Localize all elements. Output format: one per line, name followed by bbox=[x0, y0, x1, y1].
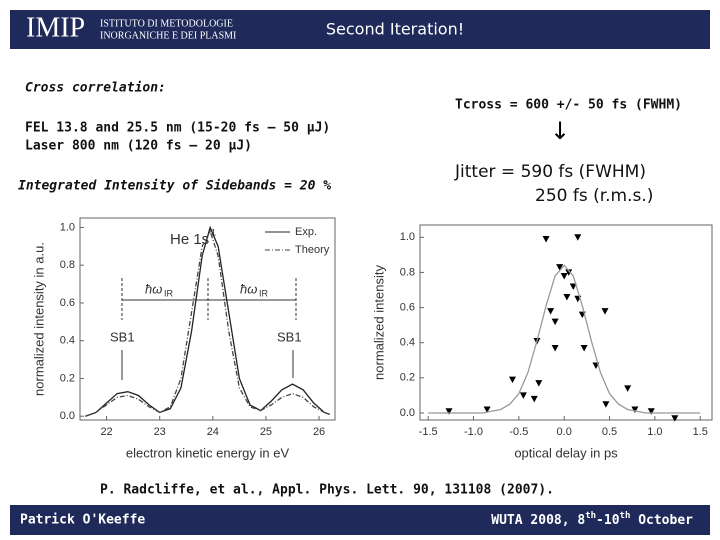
footer-right: WUTA 2008, 8th-10th October bbox=[491, 511, 693, 528]
x-tick-label: -0.5 bbox=[509, 426, 528, 438]
x-tick-label: 1.0 bbox=[647, 426, 662, 438]
data-point bbox=[551, 318, 559, 326]
y-tick-label: 0.6 bbox=[60, 297, 75, 309]
data-line bbox=[428, 264, 701, 414]
y-tick-label: 1.0 bbox=[60, 221, 75, 233]
x-tick-label: 26 bbox=[313, 426, 325, 438]
footer-text: October bbox=[630, 513, 693, 528]
data-point bbox=[601, 308, 609, 315]
logo: IMIP bbox=[26, 12, 85, 43]
x-tick-label: 22 bbox=[100, 426, 112, 438]
x-axis-label: electron kinetic energy in eV bbox=[126, 445, 290, 460]
annotation: ħω bbox=[145, 281, 162, 296]
y-tick-label: 0.2 bbox=[60, 372, 75, 384]
x-tick-label: 25 bbox=[260, 426, 272, 438]
y-axis-label: normalized intensity bbox=[371, 265, 386, 380]
y-axis-label: normalized intensity in a.u. bbox=[31, 242, 46, 396]
data-point bbox=[602, 401, 610, 408]
annotation: ħω bbox=[240, 281, 257, 296]
x-tick-label: 1.5 bbox=[693, 426, 708, 438]
data-line bbox=[85, 225, 330, 417]
slide-title: Second Iteration! bbox=[326, 20, 464, 39]
data-point bbox=[580, 344, 588, 352]
data-point bbox=[631, 406, 639, 413]
legend-label: Theory bbox=[295, 244, 330, 256]
legend-label: Exp. bbox=[295, 226, 317, 238]
data-point bbox=[542, 236, 550, 243]
data-point bbox=[530, 395, 538, 403]
y-tick-label: 0.8 bbox=[60, 259, 75, 271]
x-tick-label: 23 bbox=[154, 426, 166, 438]
text-line: Laser 800 nm (120 fs – 20 µJ) bbox=[25, 139, 252, 154]
text-line: Tcross = 600 +/- 50 fs (FWHM) bbox=[455, 98, 682, 113]
text-line: Jitter = 590 fs (FWHM) bbox=[454, 162, 646, 182]
footer-sup: th bbox=[620, 511, 631, 521]
data-point bbox=[574, 234, 582, 241]
footer-sup: th bbox=[585, 511, 596, 521]
x-tick-label: 0.5 bbox=[602, 426, 617, 438]
data-point bbox=[535, 380, 543, 387]
annotation: IR bbox=[164, 288, 174, 298]
y-tick-label: 0.4 bbox=[400, 337, 415, 349]
footer-text: WUTA 2008, 8 bbox=[491, 513, 585, 528]
plot-frame bbox=[79, 217, 336, 421]
annotation: IR bbox=[259, 288, 269, 298]
annotation: SB1 bbox=[277, 329, 302, 344]
plot-frame bbox=[419, 224, 713, 421]
institute: INORGANICHE E DEI PLASMI bbox=[100, 30, 236, 41]
text-line: FEL 13.8 and 25.5 nm (15-20 fs – 50 µJ) bbox=[25, 121, 330, 136]
data-point bbox=[508, 376, 516, 384]
annotation: He 1s bbox=[170, 231, 209, 248]
footer-left: Patrick O'Keeffe bbox=[20, 513, 145, 528]
data-point bbox=[519, 392, 527, 399]
data-point bbox=[565, 269, 573, 276]
y-tick-label: 0.0 bbox=[400, 407, 415, 419]
x-tick-label: 24 bbox=[207, 426, 219, 438]
x-tick-label: -1.0 bbox=[464, 426, 483, 438]
x-tick-label: -1.5 bbox=[419, 426, 438, 438]
y-tick-label: 0.2 bbox=[400, 372, 415, 384]
institute: ISTITUTO DI METODOLOGIE bbox=[100, 18, 233, 29]
annotation-arrows bbox=[121, 278, 297, 380]
data-line bbox=[85, 229, 330, 417]
x-tick-label: 0.0 bbox=[557, 426, 572, 438]
data-point bbox=[556, 264, 564, 271]
y-tick-label: 0.4 bbox=[60, 335, 75, 347]
data-point bbox=[569, 283, 577, 290]
footer-text: -10 bbox=[596, 513, 620, 528]
data-point bbox=[647, 408, 655, 415]
data-point bbox=[551, 344, 559, 352]
y-tick-label: 0.8 bbox=[400, 266, 415, 278]
footer-bar bbox=[10, 505, 710, 535]
text-line: Integrated Intensity of Sidebands = 20 % bbox=[18, 179, 331, 194]
data-point bbox=[563, 294, 571, 301]
data-point bbox=[560, 272, 568, 280]
data-point bbox=[671, 415, 679, 422]
data-point bbox=[547, 308, 555, 315]
header-bar bbox=[10, 10, 710, 49]
annotation: SB1 bbox=[110, 329, 135, 344]
data-point bbox=[445, 408, 453, 415]
y-tick-label: 0.6 bbox=[400, 301, 415, 313]
heading: Cross correlation: bbox=[25, 81, 166, 96]
arrow: ↓ bbox=[550, 117, 570, 145]
reference: P. Radcliffe, et al., Appl. Phys. Lett. … bbox=[100, 483, 554, 498]
x-axis-label: optical delay in ps bbox=[514, 445, 618, 460]
text-line: 250 fs (r.m.s.) bbox=[535, 186, 653, 206]
y-tick-label: 0.0 bbox=[60, 410, 75, 422]
data-point bbox=[483, 406, 491, 413]
data-point bbox=[624, 385, 632, 392]
y-tick-label: 1.0 bbox=[400, 231, 415, 243]
